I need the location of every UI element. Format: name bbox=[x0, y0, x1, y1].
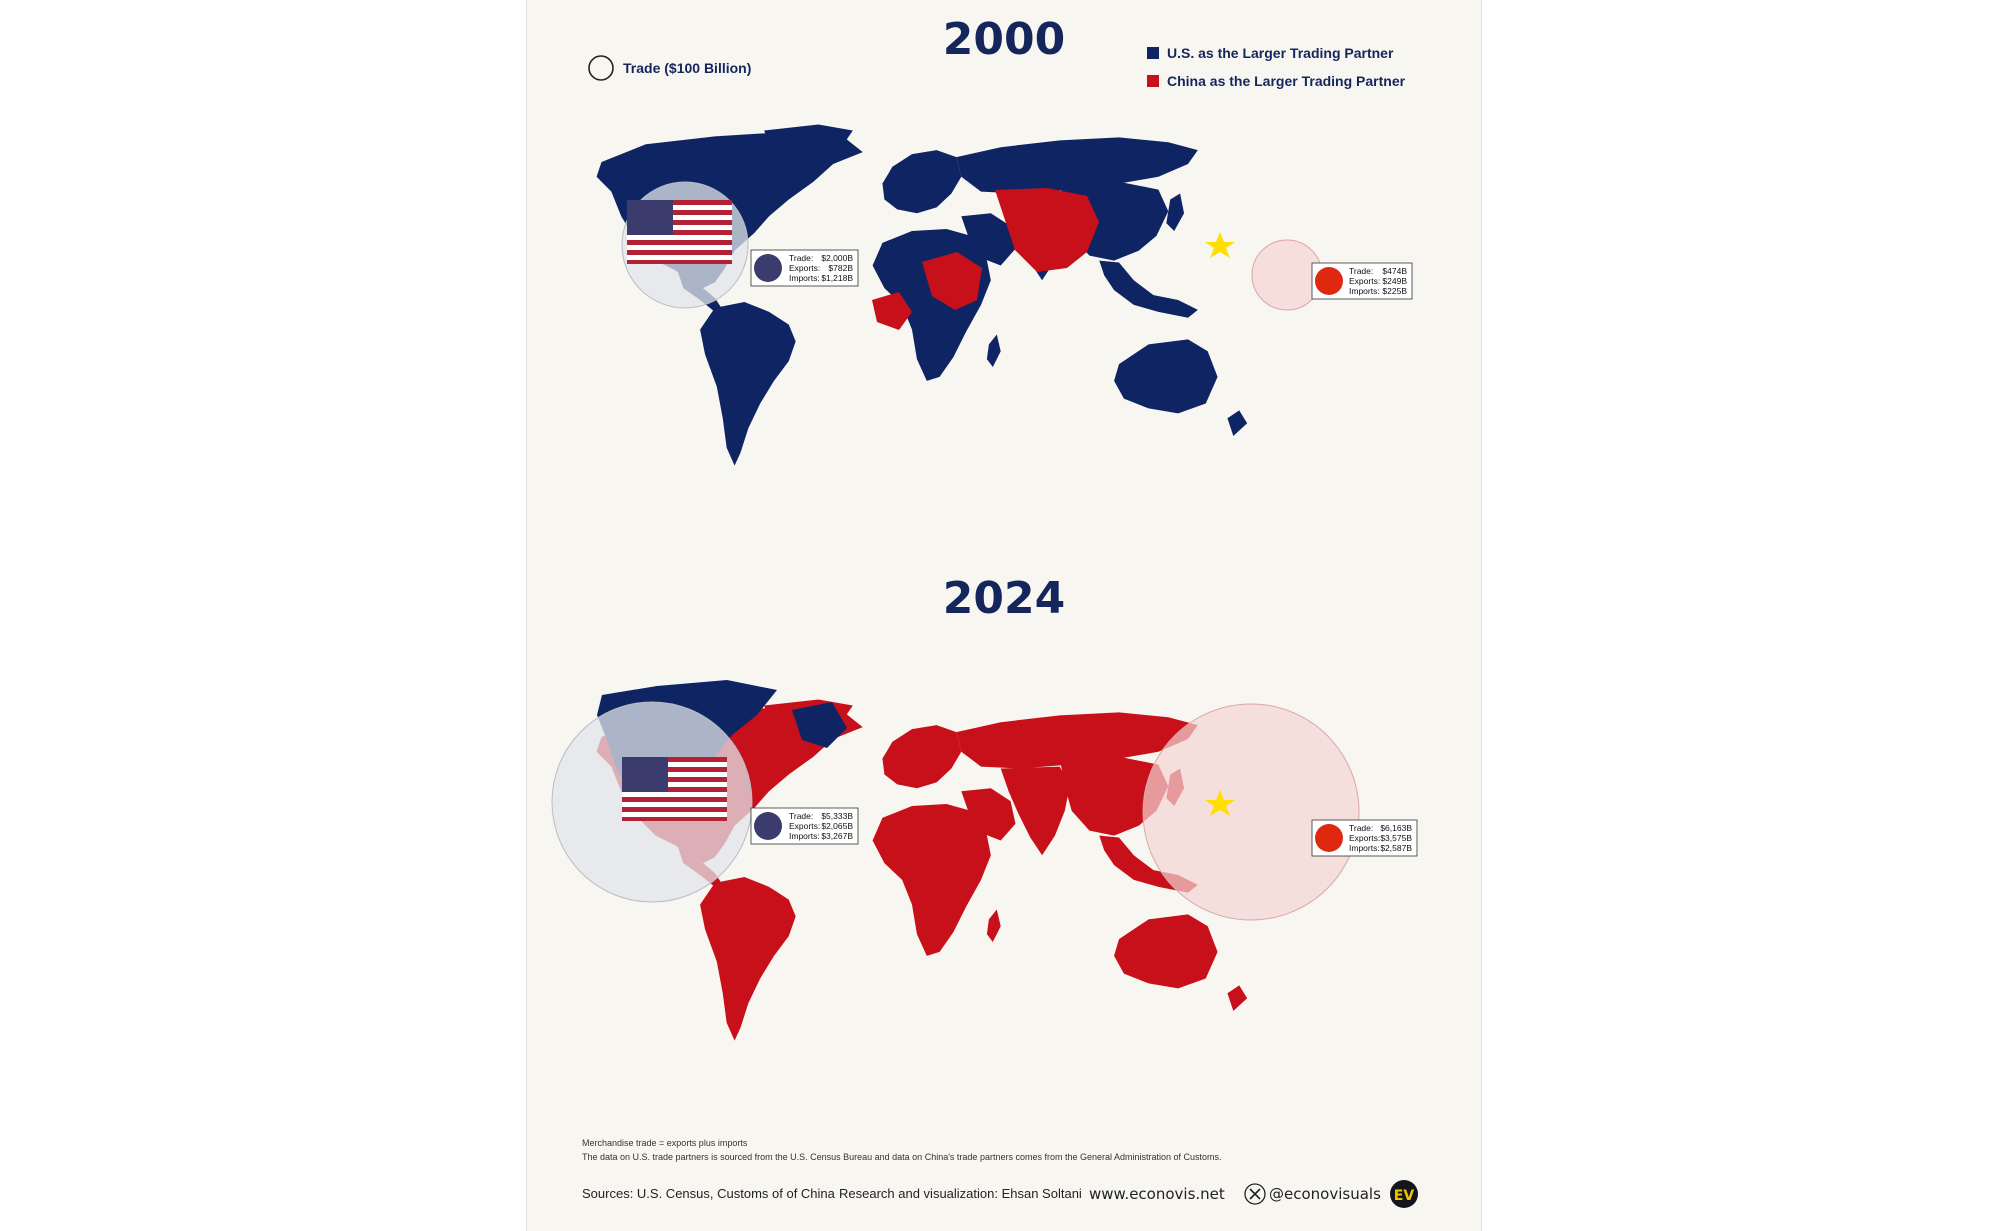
us-imports-2000: $1,218B bbox=[821, 273, 853, 283]
year-title-2024: 2024 bbox=[943, 573, 1065, 624]
china-stats-box-2000: Trade: $474B Exports: $249B Imports: $22… bbox=[1311, 262, 1413, 300]
china-flag-badge-icon-2024 bbox=[1315, 824, 1343, 852]
china-trade-bubble bbox=[1251, 239, 1323, 311]
ev-logo-icon bbox=[1390, 1180, 1418, 1208]
map-2024: 2024 Trade: $5,333B Exports: $2,065B Imp… bbox=[551, 573, 1418, 1041]
china-region-2000 bbox=[995, 188, 1099, 272]
map-2000: 2000 Trade: $2,000B Exports: $782B Impor… bbox=[596, 14, 1413, 466]
year-title-2000: 2000 bbox=[943, 14, 1065, 65]
legend-size-label: Trade ($100 Billion) bbox=[623, 60, 751, 76]
svg-text:Exports:: Exports: bbox=[1349, 833, 1380, 843]
us-trade-2000: $2,000B bbox=[821, 253, 853, 263]
china-exports-2000: $249B bbox=[1382, 276, 1407, 286]
china-star-icon bbox=[1205, 232, 1235, 258]
infographic-poster: Trade ($100 Billion) U.S. as the Larger … bbox=[526, 0, 1482, 1231]
trade-size-circle-icon bbox=[588, 55, 614, 81]
us-trade-2024: $5,333B bbox=[821, 811, 853, 821]
us-flag-icon-2024 bbox=[622, 757, 727, 821]
svg-text:Trade:: Trade: bbox=[1349, 823, 1373, 833]
us-exports-2000: $782B bbox=[828, 263, 853, 273]
western-europe-region-2024 bbox=[792, 702, 847, 748]
china-star-icon-2024 bbox=[1205, 790, 1235, 816]
svg-text:Imports:: Imports: bbox=[1349, 843, 1380, 853]
note-line-1: Merchandise trade = exports plus imports bbox=[582, 1138, 748, 1148]
legend-china-label: China as the Larger Trading Partner bbox=[1167, 73, 1406, 89]
svg-text:Trade:: Trade: bbox=[1349, 266, 1373, 276]
africa-region-2000 bbox=[872, 292, 912, 330]
us-exports-2024: $2,065B bbox=[821, 821, 853, 831]
us-flag-badge-icon bbox=[754, 254, 782, 282]
footer-research: Research and visualization: Ehsan Soltan… bbox=[839, 1186, 1082, 1201]
us-stats-box-2000: Trade: $2,000B Exports: $782B Imports: $… bbox=[750, 249, 859, 287]
mideast-region-2000 bbox=[922, 252, 982, 310]
legend-us-label: U.S. as the Larger Trading Partner bbox=[1167, 45, 1394, 61]
ev-logo-text: EV bbox=[1394, 1188, 1415, 1204]
china-trade-bubble-2024 bbox=[1142, 703, 1360, 921]
svg-text:Trade:: Trade: bbox=[789, 253, 813, 263]
us-swatch bbox=[1147, 47, 1159, 59]
china-trade-2024: $6,163B bbox=[1380, 823, 1412, 833]
svg-text:Imports:: Imports: bbox=[789, 273, 820, 283]
china-imports-2000: $225B bbox=[1382, 286, 1407, 296]
us-imports-2024: $3,267B bbox=[821, 831, 853, 841]
svg-text:Imports:: Imports: bbox=[1349, 286, 1380, 296]
footer-sources: Sources: U.S. Census, Customs of of Chin… bbox=[582, 1186, 836, 1201]
svg-text:Trade:: Trade: bbox=[789, 811, 813, 821]
china-flag-badge-icon bbox=[1315, 267, 1343, 295]
legend: Trade ($100 Billion) U.S. as the Larger … bbox=[588, 45, 1406, 89]
us-flag-icon bbox=[627, 200, 732, 264]
us-flag-badge-icon-2024 bbox=[754, 812, 782, 840]
china-swatch bbox=[1147, 75, 1159, 87]
x-social-icon[interactable] bbox=[1244, 1183, 1266, 1205]
footer-social-handle[interactable]: @econovisuals bbox=[1269, 1185, 1381, 1203]
note-line-2: The data on U.S. trade partners is sourc… bbox=[582, 1152, 1222, 1162]
svg-text:Exports:: Exports: bbox=[789, 821, 820, 831]
svg-text:Imports:: Imports: bbox=[789, 831, 820, 841]
footer-website-link[interactable]: www.econovis.net bbox=[1089, 1185, 1225, 1203]
svg-text:Exports:: Exports: bbox=[1349, 276, 1380, 286]
china-stats-box-2024: Trade: $6,163B Exports: $3,575B Imports:… bbox=[1311, 819, 1418, 857]
china-exports-2024: $3,575B bbox=[1380, 833, 1412, 843]
china-trade-2000: $474B bbox=[1382, 266, 1407, 276]
svg-text:Exports:: Exports: bbox=[789, 263, 820, 273]
china-imports-2024: $2,587B bbox=[1380, 843, 1412, 853]
us-stats-box-2024: Trade: $5,333B Exports: $2,065B Imports:… bbox=[750, 807, 859, 845]
